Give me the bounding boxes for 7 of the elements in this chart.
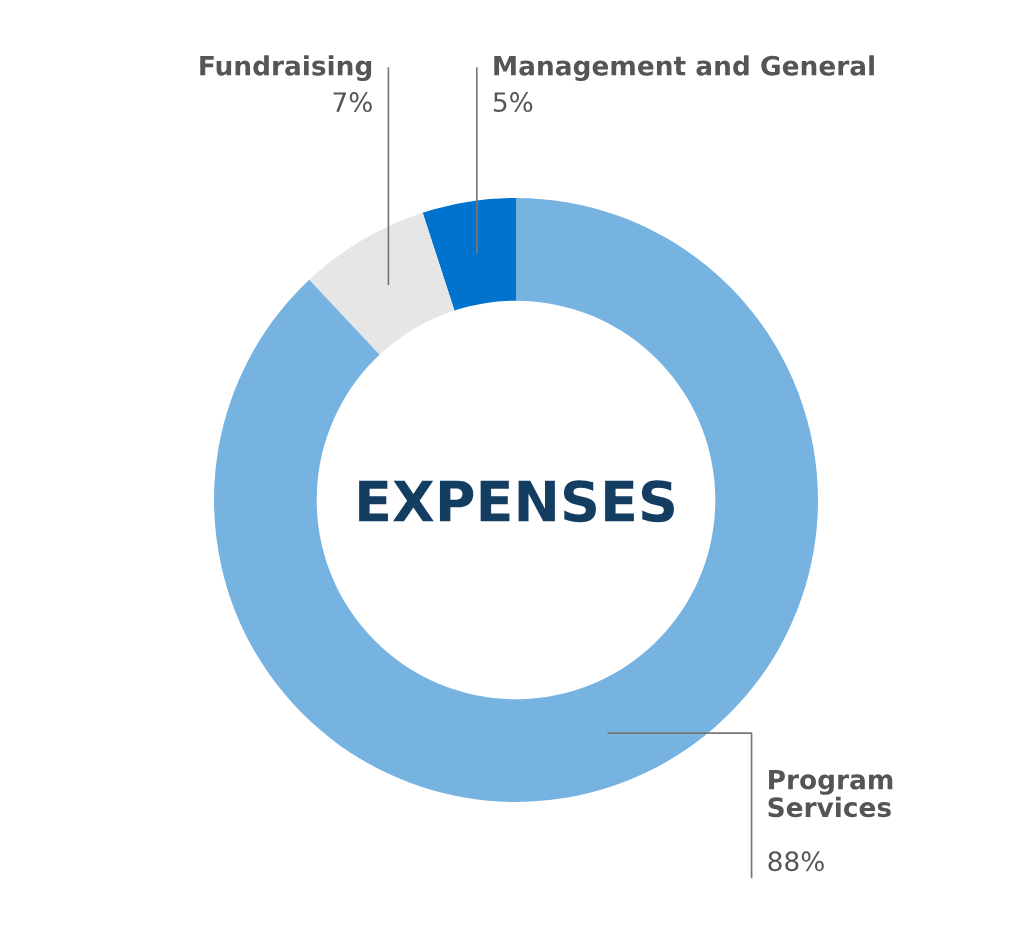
slice-label: Program Services — [768, 769, 893, 818]
data-label: 7% — [333, 92, 372, 113]
slice-label: Fundraising — [200, 55, 372, 82]
data-label: 5% — [493, 92, 533, 113]
slice-label: Management and General — [494, 55, 874, 82]
text: EXPENSES — [359, 480, 674, 523]
data-label: 88% — [768, 851, 824, 872]
